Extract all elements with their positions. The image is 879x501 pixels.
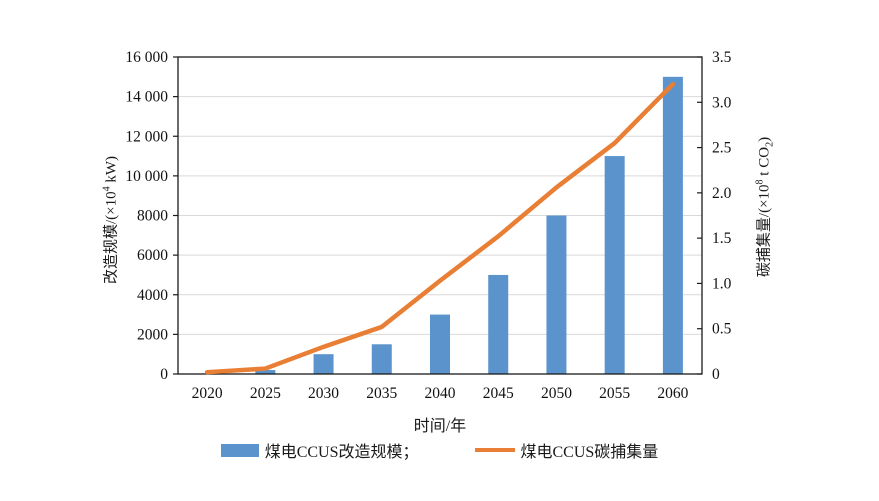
x-tick-label: 2035 — [366, 385, 397, 402]
bar — [488, 274, 509, 374]
left-tick-label: 16 000 — [125, 49, 168, 66]
legend-entry: 煤电CCUS碳捕集量 — [474, 438, 659, 462]
right-tick-label: 3.0 — [712, 94, 732, 111]
legend-label: 煤电CCUS改造规模； — [264, 444, 419, 461]
right-tick-label: 0 — [712, 366, 720, 383]
left-tick-label: 2000 — [137, 326, 168, 343]
left-tick-label: 14 000 — [125, 89, 168, 106]
bar — [604, 156, 625, 374]
left-tick-label: 10 000 — [125, 168, 168, 185]
x-tick-label: 2030 — [308, 385, 339, 402]
right-tick-label: 0.5 — [712, 321, 732, 338]
left-tick-label: 6000 — [137, 247, 168, 264]
x-tick-label: 2045 — [483, 385, 514, 402]
x-tick-label: 2040 — [425, 385, 456, 402]
left-tick-label: 4000 — [137, 287, 168, 304]
x-tick-label: 2055 — [599, 385, 630, 402]
left-tick-label: 8000 — [137, 208, 168, 225]
right-tick-label: 1.0 — [712, 275, 732, 292]
x-tick-label: 2020 — [192, 385, 223, 402]
legend-bar-swatch — [220, 443, 259, 457]
bar — [371, 344, 392, 374]
bar — [546, 215, 567, 374]
left-tick-label: 0 — [160, 366, 168, 383]
x-axis-title: 时间/年 — [413, 418, 467, 435]
right-tick-label: 2.5 — [712, 140, 732, 157]
legend-entry: 煤电CCUS改造规模； — [220, 438, 419, 462]
bar — [430, 314, 450, 374]
bar — [255, 370, 276, 374]
line-series — [204, 81, 676, 375]
x-tick-label: 2050 — [541, 385, 572, 402]
right-tick-label: 3.5 — [712, 49, 732, 66]
legend-label: 煤电CCUS碳捕集量 — [520, 444, 659, 461]
x-tick-label: 2025 — [250, 385, 281, 402]
right-tick-label: 2.0 — [712, 185, 732, 202]
bar — [662, 76, 683, 374]
chart-legend: 煤电CCUS改造规模； 煤电CCUS碳捕集量 — [0, 438, 879, 462]
right-axis-title: 碳捕集量/(×108 t CO2) — [754, 136, 776, 278]
left-tick-label: 12 000 — [125, 128, 168, 145]
right-tick-label: 1.5 — [712, 230, 732, 247]
bar — [313, 354, 334, 374]
x-tick-label: 2060 — [657, 385, 688, 402]
left-axis-title: 改造规模/(×104 kW) — [101, 155, 120, 285]
legend-line-swatch — [474, 448, 515, 452]
